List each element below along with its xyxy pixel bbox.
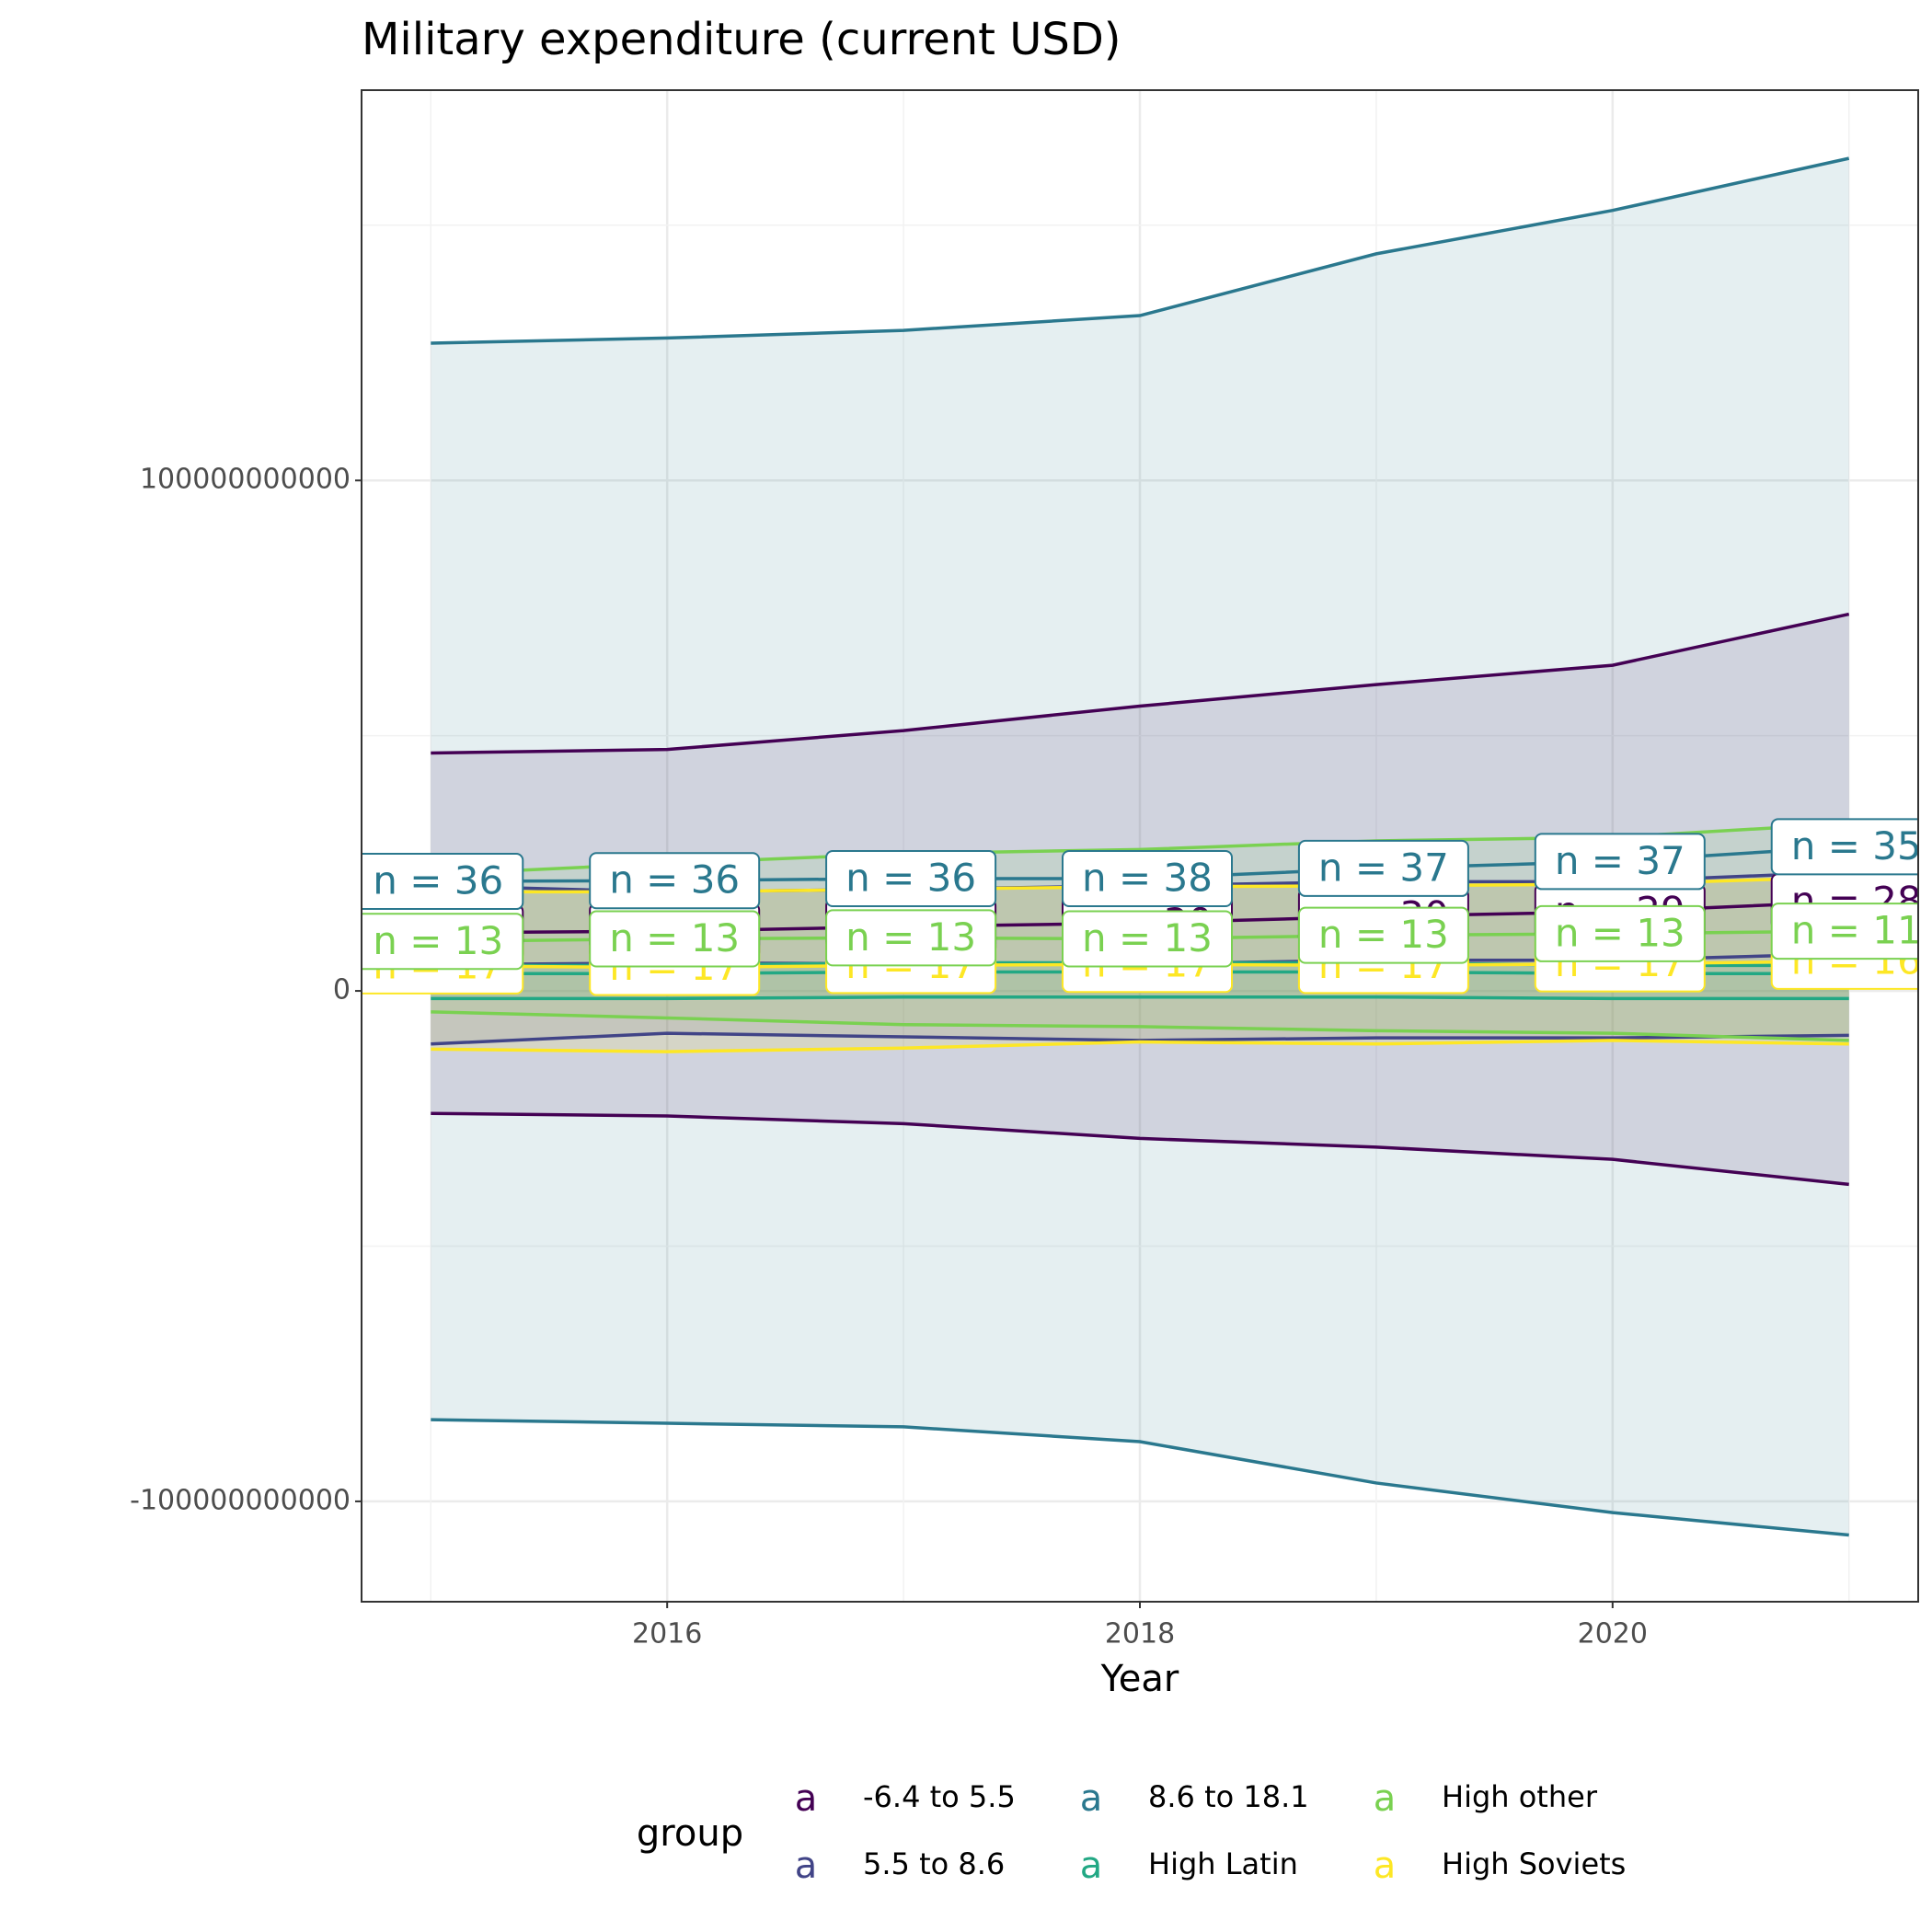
x-axis-title: Year <box>1100 1658 1179 1700</box>
count-label-box <box>825 909 997 967</box>
count-label-box <box>825 850 997 908</box>
legend-key: a <box>1374 1777 1397 1820</box>
count-label: n = 13 <box>1082 915 1213 960</box>
x-tick-label: 2016 <box>632 1618 702 1650</box>
count-label: n = 38 <box>1082 856 1213 901</box>
count-label-box <box>1534 904 1706 962</box>
count-label-box <box>1062 910 1233 968</box>
legend-key: a <box>795 1845 818 1887</box>
bound-line <box>431 1418 1849 1537</box>
count-label-box <box>1297 839 1469 897</box>
count-label: n = 36 <box>373 858 503 903</box>
legend-label: High Latin <box>1148 1846 1298 1881</box>
bound-line <box>431 156 1850 345</box>
count-label: n = 36 <box>609 857 740 903</box>
y-tick-label: 100000000000 <box>140 464 351 496</box>
ribbon <box>431 158 1849 1535</box>
plot-area: n = 30n = 30n = 30n = 30n = 30n = 29n = … <box>362 156 1922 1537</box>
count-label: n = 37 <box>1555 838 1685 883</box>
chart-title: Military expenditure (current USD) <box>362 14 1121 65</box>
count-label: n = 36 <box>845 856 976 901</box>
count-label-box <box>1770 818 1918 876</box>
y-tick-label: -100000000000 <box>130 1484 351 1516</box>
count-label: n = 13 <box>609 915 740 960</box>
x-tick-label: 2020 <box>1578 1618 1648 1650</box>
legend-key: a <box>1080 1845 1103 1887</box>
count-label-box <box>1534 833 1706 891</box>
count-label: n = 13 <box>845 914 976 960</box>
legend-title: group <box>637 1812 743 1855</box>
count-label-box <box>362 913 524 971</box>
x-tick-label: 2018 <box>1105 1618 1175 1650</box>
bound-line <box>431 1010 1849 1042</box>
legend-key: a <box>795 1777 818 1820</box>
legend: a -6.4 to 5.5 a 5.5 to 8.6 a 8.6 to 18.1 a High… <box>795 1777 1627 1887</box>
legend-label: 5.5 to 8.6 <box>863 1846 1005 1881</box>
bound-line <box>431 1111 1849 1187</box>
legend-label: High Soviets <box>1442 1846 1626 1881</box>
count-label-box <box>1770 903 1918 960</box>
legend-label: 8.6 to 18.1 <box>1148 1779 1309 1814</box>
legend-label: -6.4 to 5.5 <box>863 1779 1016 1814</box>
y-tick-label: 0 <box>333 974 351 1006</box>
count-label-box <box>1297 906 1469 964</box>
legend-label: High other <box>1442 1779 1598 1814</box>
bound-line <box>431 612 1850 755</box>
legend-key: a <box>1374 1845 1397 1887</box>
count-label-box <box>362 853 524 911</box>
count-label: n = 13 <box>1318 912 1449 957</box>
count-label: n = 11 <box>1791 908 1922 953</box>
legend-key: a <box>1080 1777 1103 1820</box>
count-label: n = 13 <box>373 918 503 963</box>
bound-line <box>431 995 1849 1001</box>
count-label-box <box>589 910 761 968</box>
count-label: n = 13 <box>1555 910 1685 955</box>
count-label: n = 35 <box>1791 823 1922 868</box>
count-label: n = 37 <box>1318 845 1449 890</box>
count-label-box <box>1062 850 1233 908</box>
count-label-box <box>589 852 761 910</box>
bound-line <box>431 1039 1849 1053</box>
axes: 2016 2018 2020 100000000000 0 -100000000000 <box>130 464 1648 1650</box>
